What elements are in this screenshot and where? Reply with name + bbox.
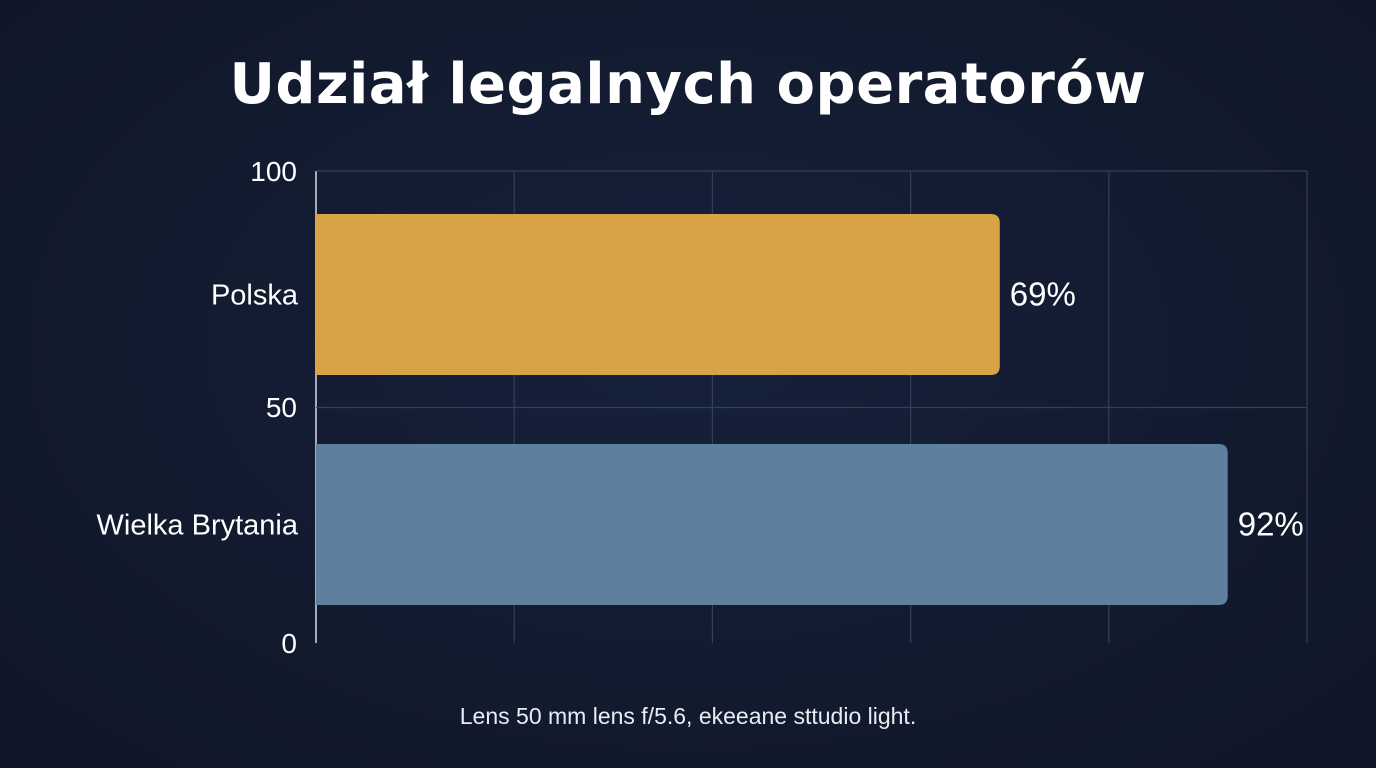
category-label: Polska: [211, 280, 299, 312]
category-labels: Polska Wielka Brytania: [97, 280, 299, 542]
value-labels: 69% 92%: [1010, 276, 1304, 543]
chart-title: Udział legalnych operatorów: [229, 52, 1147, 117]
y-tick-label: 50: [266, 392, 297, 423]
category-label: Wielka Brytania: [97, 510, 299, 542]
y-tick-labels: 100 50 0: [250, 156, 297, 659]
chart-caption: Lens 50 mm lens f/5.6, ekeeane sttudio l…: [459, 703, 917, 729]
y-tick-label: 0: [281, 628, 297, 659]
bar-wielka-brytania: [316, 444, 1228, 605]
y-tick-label: 100: [250, 156, 297, 187]
chart-bars: [316, 214, 1228, 605]
bar-polska: [316, 214, 1000, 375]
value-label: 69%: [1010, 276, 1076, 313]
value-label: 92%: [1238, 506, 1304, 543]
